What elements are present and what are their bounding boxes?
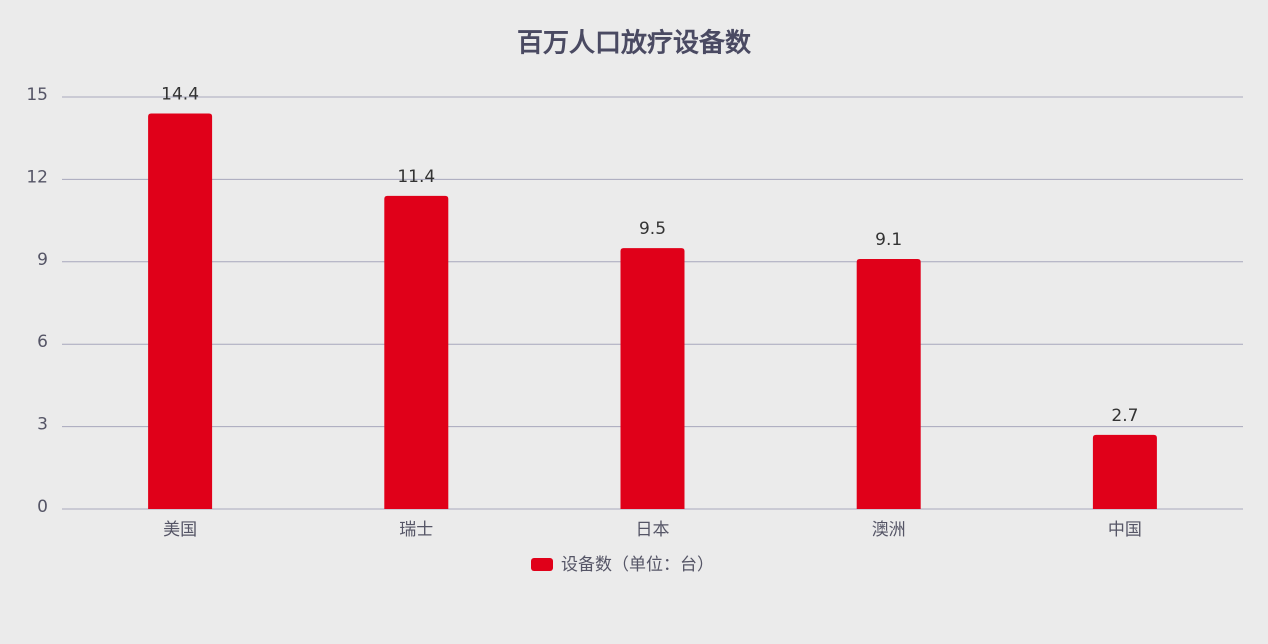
- bar: [1092, 434, 1157, 509]
- bar: [148, 113, 213, 509]
- legend-swatch: [531, 558, 553, 571]
- data-label: 14.4: [161, 84, 199, 104]
- data-label: 9.5: [639, 219, 666, 239]
- data-label: 2.7: [1111, 406, 1138, 426]
- bar: [856, 259, 921, 509]
- y-tick-label: 6: [37, 332, 48, 352]
- y-tick-label: 3: [37, 415, 48, 435]
- legend-label: 设备数（单位：台）: [561, 555, 714, 575]
- x-tick-label: 瑞士: [399, 520, 433, 540]
- x-tick-label: 中国: [1108, 520, 1142, 540]
- bar: [384, 195, 449, 509]
- y-tick-label: 15: [26, 85, 48, 105]
- y-tick-label: 0: [37, 497, 48, 517]
- bar: [620, 248, 685, 510]
- chart-title: 百万人口放疗设备数: [517, 28, 752, 59]
- x-tick-label: 日本: [636, 520, 670, 540]
- x-tick-label: 美国: [163, 520, 197, 540]
- x-tick-label: 澳洲: [872, 520, 906, 540]
- y-tick-label: 9: [37, 250, 48, 270]
- data-label: 11.4: [397, 167, 435, 187]
- data-label: 9.1: [875, 230, 902, 250]
- y-tick-label: 12: [26, 167, 48, 187]
